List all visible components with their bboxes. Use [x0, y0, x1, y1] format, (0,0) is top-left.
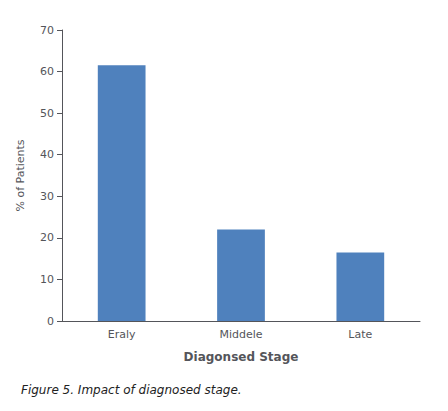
svg-text:10: 10: [40, 273, 54, 286]
svg-text:50: 50: [40, 107, 54, 120]
svg-text:% of Patients: % of Patients: [14, 139, 27, 211]
svg-text:Late: Late: [348, 328, 372, 341]
svg-text:0: 0: [47, 315, 54, 328]
svg-text:40: 40: [40, 148, 54, 161]
svg-text:Diagonsed Stage: Diagonsed Stage: [184, 350, 299, 364]
svg-text:20: 20: [40, 231, 54, 244]
svg-text:60: 60: [40, 65, 54, 78]
svg-text:30: 30: [40, 190, 54, 203]
svg-text:Figure 5. Impact of diagnosed: Figure 5. Impact of diagnosed stage.: [21, 383, 242, 397]
svg-text:Eraly: Eraly: [108, 328, 136, 341]
svg-text:Middele: Middele: [219, 328, 262, 341]
svg-text:70: 70: [40, 24, 54, 37]
